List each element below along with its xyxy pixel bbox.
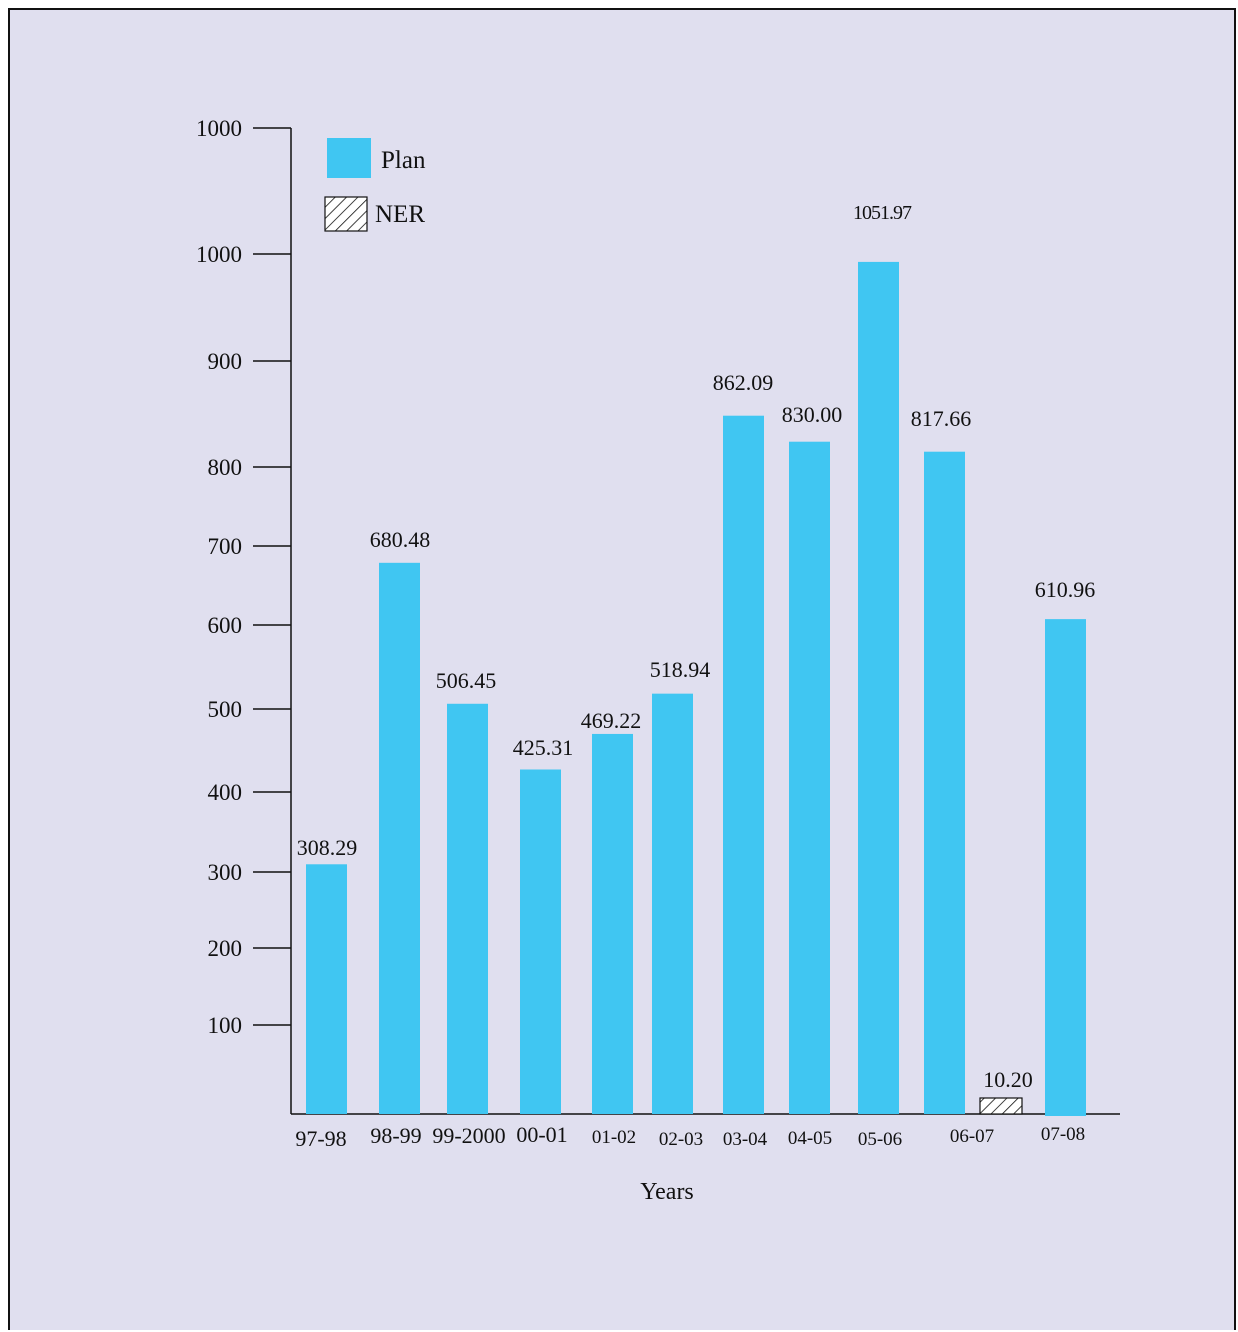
legend-label: Plan [381,147,426,174]
y-tick-label: 100 [208,1013,243,1038]
plan-bar-00-01 [520,769,561,1114]
data-label: 610.96 [1035,577,1096,602]
y-tick-label: 1000 [196,242,242,267]
data-label: 469.22 [581,708,642,733]
x-category-label: 03-04 [723,1129,768,1150]
x-category-label: 99-2000 [432,1123,505,1148]
y-tick-label: 400 [208,780,243,805]
plan-bar-06-07 [924,451,965,1114]
x-category-label: 06-07 [950,1126,994,1147]
data-label: 10.20 [983,1067,1033,1092]
plan-bar-03-04 [723,415,764,1114]
ner-bar-06-07 [979,1097,1023,1115]
data-label: 817.66 [911,406,972,431]
x-category-label: 98-99 [370,1123,421,1148]
x-category-label: 97-98 [295,1126,346,1151]
y-tick-label: 1000 [196,116,242,141]
y-tick-label: 300 [208,860,243,885]
x-category-label: 04-05 [788,1128,832,1149]
legend-swatch-ner [324,196,368,232]
legend-label: NER [375,201,425,228]
data-label: 308.29 [297,835,358,860]
data-label: 862.09 [713,370,774,395]
y-tick-label: 200 [208,936,243,961]
plan-bar-99-2000 [447,703,488,1114]
plan-bar-02-03 [652,693,693,1114]
plan-bar-05-06 [858,261,899,1114]
plan-bar-07-08 [1045,619,1086,1116]
y-tick-label: 700 [208,534,243,559]
data-label: 425.31 [513,735,574,760]
data-label: 680.48 [370,527,431,552]
plan-bar-01-02 [592,733,633,1114]
x-category-label: 01-02 [592,1127,636,1148]
plan-bar-97-98 [306,864,347,1114]
x-category-label: 07-08 [1041,1124,1085,1145]
x-category-label: 05-06 [858,1129,902,1150]
y-tick-label: 900 [208,349,243,374]
x-axis-title: Years [640,1179,694,1205]
data-label: 506.45 [436,668,497,693]
y-tick-label: 600 [208,613,243,638]
y-tick-label: 500 [208,697,243,722]
data-label: 830.00 [782,402,843,427]
y-tick-label: 800 [208,455,243,480]
x-category-label: 00-01 [516,1122,567,1147]
x-category-label: 02-03 [659,1129,703,1150]
legend-swatch-plan [327,138,371,178]
plan-bar-04-05 [789,441,830,1114]
plan-bar-98-99 [379,562,420,1114]
data-label: 1051.97 [853,202,912,224]
data-label: 518.94 [650,657,711,682]
